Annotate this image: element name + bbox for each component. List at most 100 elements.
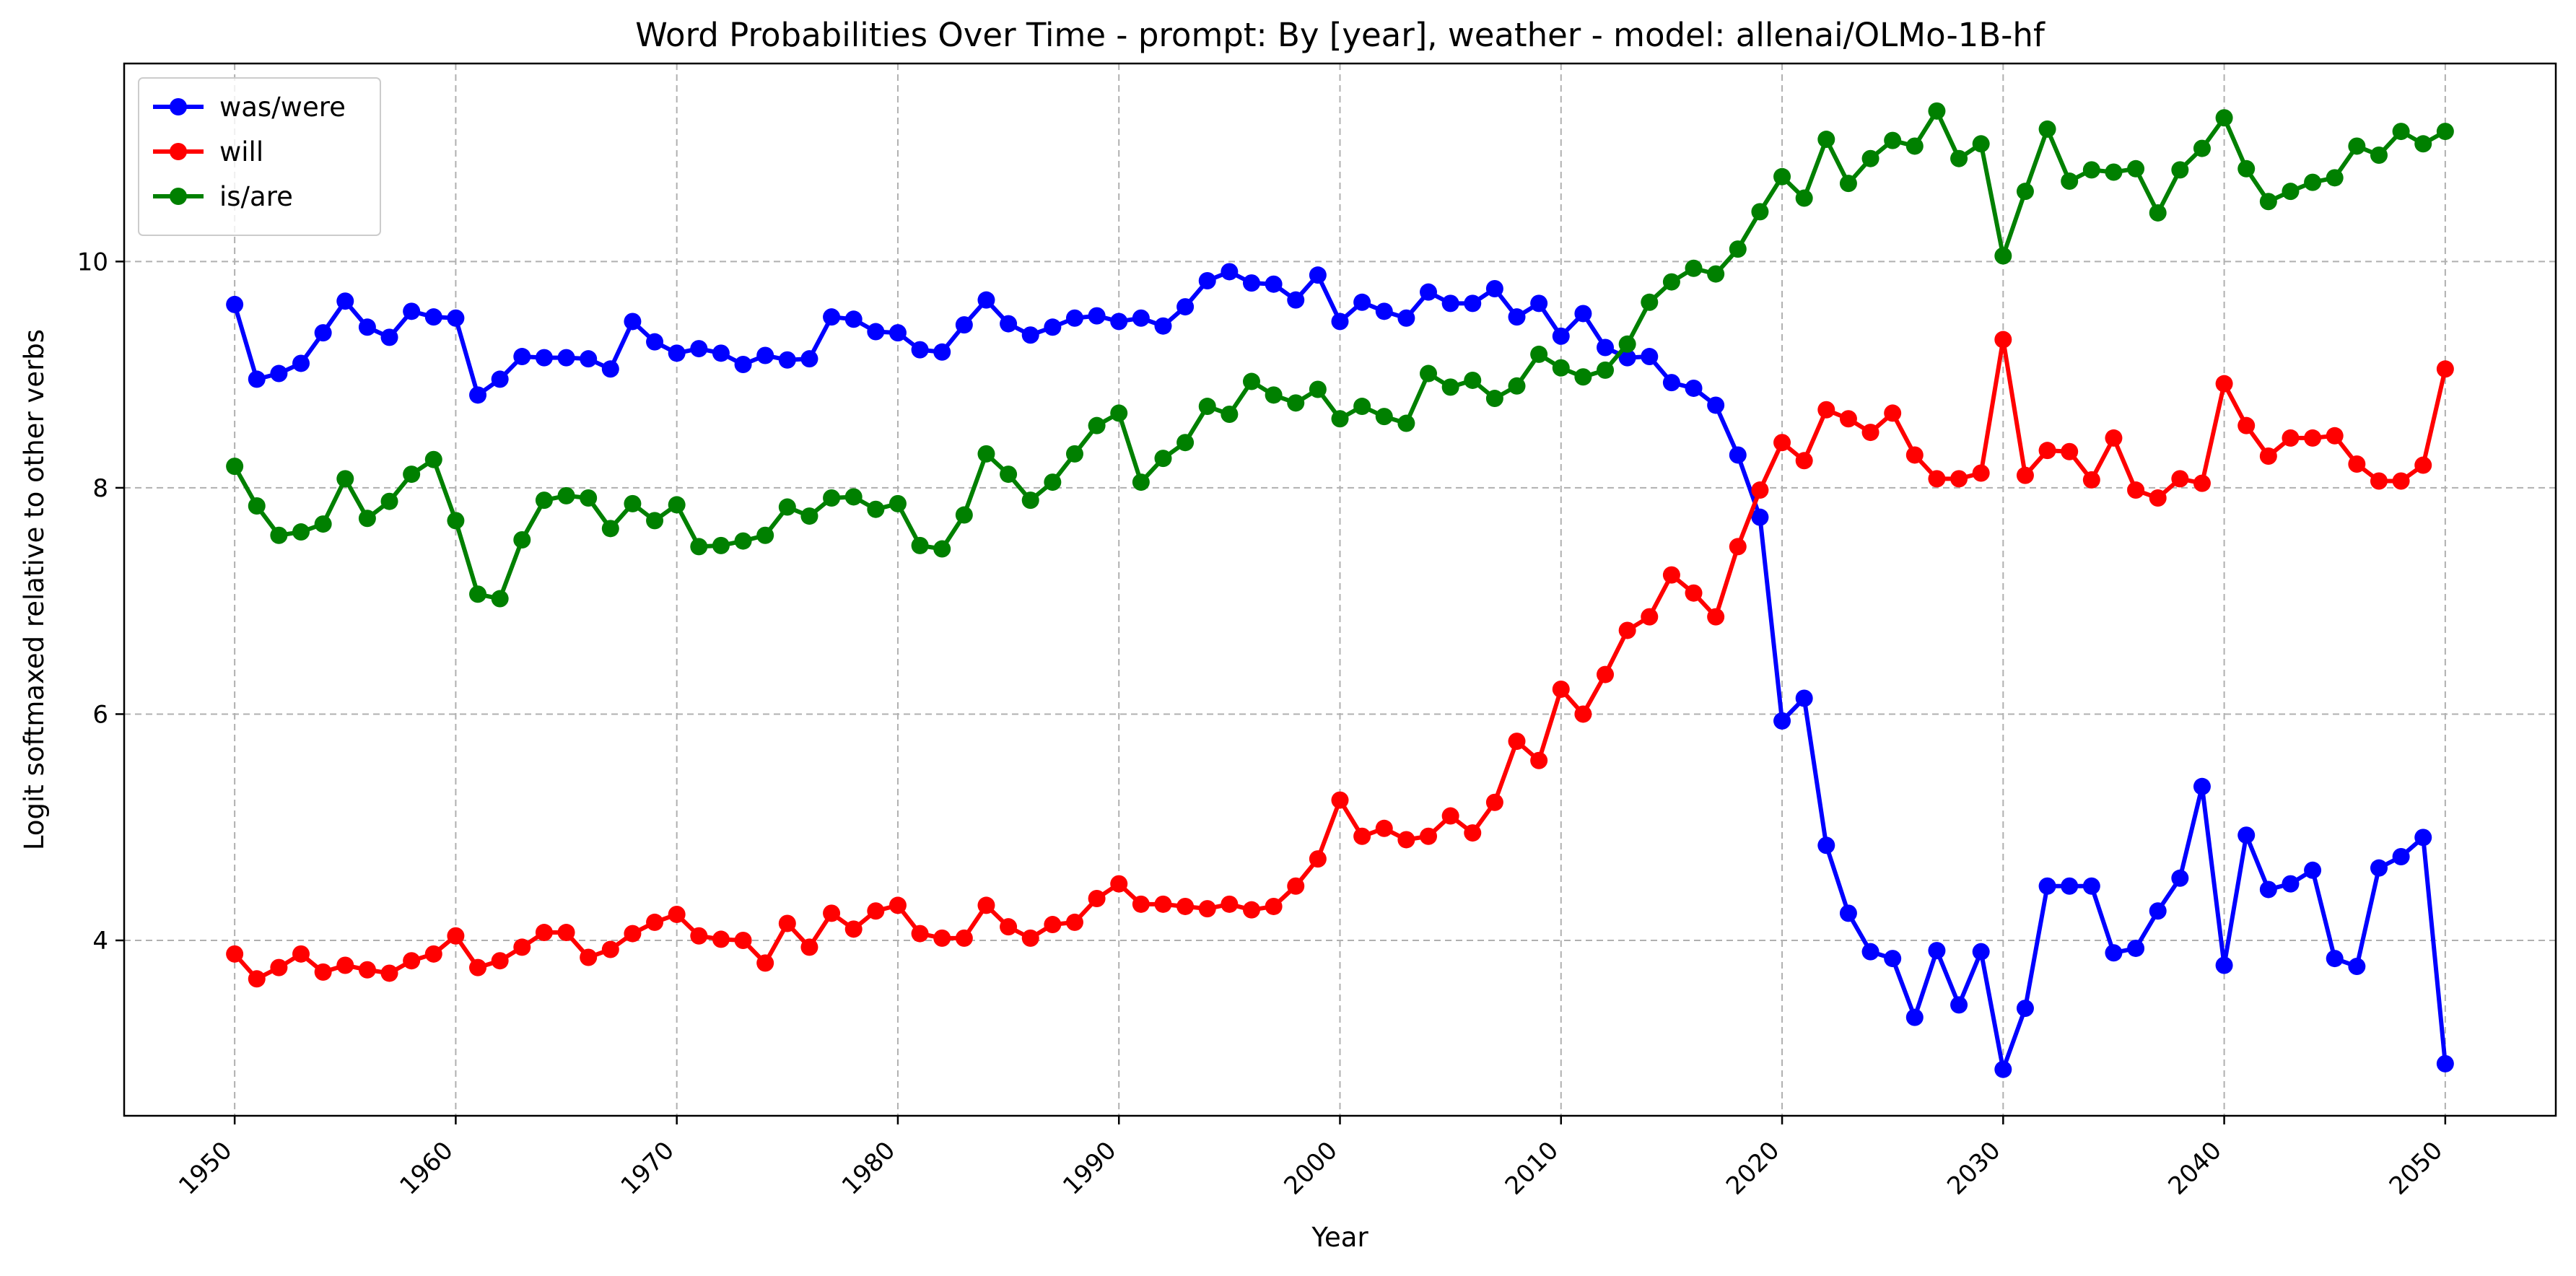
data-point-will: [1420, 827, 1438, 845]
data-point-is-are: [1065, 445, 1083, 463]
data-point-is-are: [314, 515, 332, 533]
data-point-is-are: [1508, 377, 1526, 395]
data-point-was-were: [955, 316, 973, 334]
data-point-is-are: [1950, 149, 1968, 167]
data-point-was-were: [867, 323, 885, 341]
data-point-will: [2038, 442, 2056, 460]
data-point-is-are: [646, 512, 664, 530]
data-point-was-were: [2348, 958, 2366, 976]
data-point-was-were: [2061, 877, 2079, 895]
data-point-will: [270, 958, 288, 976]
data-point-was-were: [800, 350, 818, 368]
legend-label: is/are: [219, 181, 293, 212]
data-point-was-were: [2259, 880, 2277, 899]
data-point-will: [2348, 455, 2366, 473]
data-point-will: [2326, 427, 2344, 445]
data-point-will: [491, 952, 509, 970]
data-point-is-are: [380, 492, 398, 510]
data-point-was-were: [977, 291, 995, 309]
data-point-is-are: [1618, 335, 1636, 353]
data-point-will: [314, 963, 332, 981]
data-point-was-were: [1154, 317, 1172, 335]
data-point-is-are: [1420, 364, 1438, 383]
data-point-was-were: [1110, 313, 1128, 331]
data-point-was-were: [1287, 291, 1305, 309]
data-point-was-were: [2370, 859, 2388, 877]
data-point-was-were: [1552, 327, 1570, 345]
data-point-was-were: [690, 340, 708, 358]
data-point-was-were: [1242, 274, 1260, 292]
data-point-is-are: [2436, 123, 2454, 141]
data-point-is-are: [513, 531, 531, 549]
data-point-is-are: [1773, 167, 1791, 185]
data-point-was-were: [2436, 1054, 2454, 1072]
data-point-is-are: [712, 536, 730, 554]
data-point-is-are: [1397, 414, 1415, 432]
data-point-will: [2149, 489, 2167, 507]
data-point-was-were: [447, 309, 465, 327]
data-point-was-were: [424, 308, 442, 326]
data-point-is-are: [1795, 189, 1813, 207]
data-point-is-are: [226, 458, 244, 476]
data-point-is-are: [1309, 380, 1327, 398]
data-point-is-are: [2127, 160, 2145, 178]
data-point-will: [1154, 895, 1172, 913]
data-point-was-were: [1198, 272, 1216, 290]
data-point-will: [823, 904, 841, 922]
data-point-is-are: [2414, 135, 2432, 153]
data-point-is-are: [1994, 247, 2012, 265]
legend-swatch-marker: [170, 188, 187, 205]
data-point-is-are: [1574, 368, 1592, 386]
data-point-will: [646, 913, 664, 931]
data-point-was-were: [601, 360, 619, 378]
data-point-will: [778, 914, 796, 932]
data-point-was-were: [1309, 266, 1327, 284]
data-point-was-were: [1331, 313, 1349, 331]
data-point-was-were: [513, 348, 531, 366]
data-point-is-are: [403, 466, 421, 484]
data-point-will: [535, 924, 553, 942]
data-point-is-are: [1110, 404, 1128, 422]
data-point-will: [1685, 584, 1703, 602]
legend-item-is-are: is/are: [153, 181, 293, 212]
data-point-is-are: [888, 494, 907, 512]
data-point-was-were: [1375, 302, 1393, 320]
data-point-is-are: [1265, 386, 1283, 404]
data-point-was-were: [1751, 508, 1769, 526]
data-point-will: [580, 948, 598, 966]
data-point-was-were: [2304, 861, 2322, 879]
data-point-was-were: [1530, 294, 1548, 313]
data-point-will: [336, 956, 354, 974]
legend-items: was/were will is/are: [153, 92, 346, 212]
data-point-will: [977, 896, 995, 914]
data-point-will: [1287, 877, 1305, 895]
data-point-will: [1597, 665, 1615, 683]
chart-title: Word Probabilities Over Time - prompt: B…: [635, 16, 2045, 54]
data-point-will: [1905, 446, 1924, 464]
data-point-is-are: [734, 532, 752, 550]
data-point-was-were: [1000, 315, 1018, 333]
data-point-is-are: [756, 526, 774, 544]
data-point-is-are: [2038, 120, 2056, 138]
data-point-will: [1221, 895, 1239, 913]
data-point-was-were: [933, 343, 951, 361]
data-point-will: [1552, 680, 1570, 698]
data-point-will: [358, 961, 376, 979]
data-point-will: [1485, 793, 1503, 811]
data-point-was-were: [1221, 263, 1239, 281]
data-point-is-are: [535, 491, 553, 510]
data-point-will: [2193, 474, 2211, 492]
data-point-was-were: [469, 386, 487, 404]
data-point-will: [668, 905, 686, 923]
series-group: [226, 102, 2454, 1078]
data-point-was-were: [1839, 904, 1857, 922]
data-point-is-are: [1221, 406, 1239, 423]
data-point-is-are: [867, 500, 885, 518]
data-point-will: [1618, 621, 1636, 639]
data-point-was-were: [911, 341, 929, 359]
data-point-is-are: [1729, 240, 1747, 258]
data-point-was-were: [1485, 279, 1503, 297]
data-point-is-are: [1530, 345, 1548, 363]
legend-label: was/were: [219, 92, 346, 123]
data-point-is-are: [1685, 259, 1703, 277]
